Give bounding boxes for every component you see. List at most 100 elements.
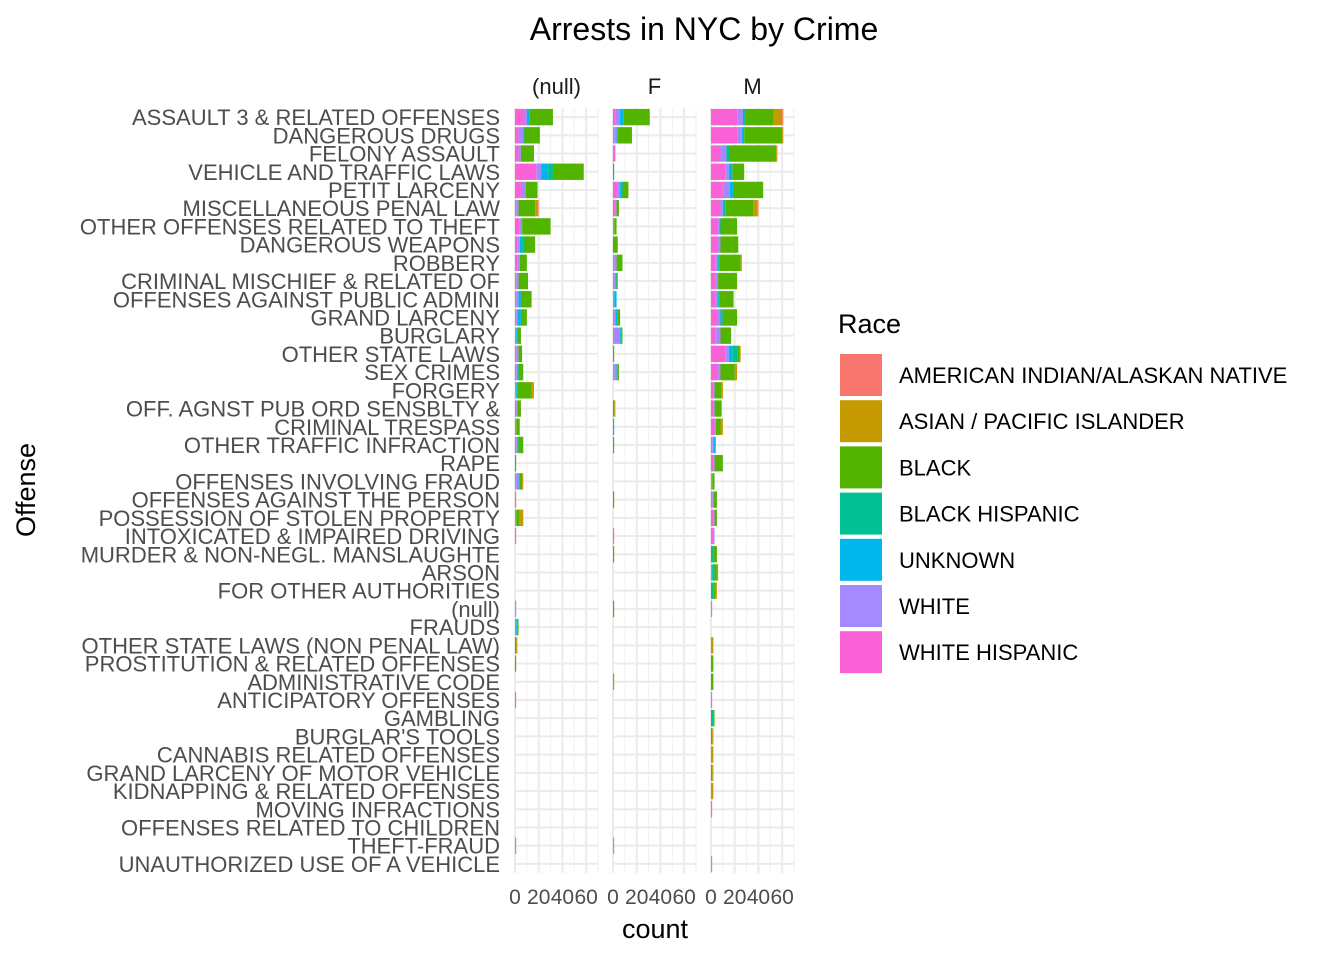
bar-segment [711,655,714,672]
offense-label: RAPE [440,451,500,476]
bar-segment [516,345,519,363]
offense-label: GRAND LARCENY [311,305,501,330]
bar-segment [613,236,618,253]
bar-segment [711,454,714,472]
facet-strip-label: F [648,74,661,99]
offense-label: CRIMINAL MISCHIEF & RELATED OF [121,269,500,294]
bar-segment [515,327,517,344]
bar-segment [711,327,716,344]
bar-segment [711,473,713,490]
bar-segment [711,746,714,763]
bar-segment [711,564,713,581]
bar-segment [516,382,518,399]
legend-label: WHITE HISPANIC [899,640,1078,665]
bar-segment [715,327,721,344]
bar-segment [524,127,540,144]
bar-segment [739,345,741,363]
bar-segment [620,108,624,126]
facet-panel: (null) 0 20 40 60 [509,74,599,909]
bar-segment [621,327,623,344]
offense-label: PETIT LARCENY [328,178,500,203]
bar-segment [718,254,720,272]
offense-label: CANNABIS RELATED OFFENSES [157,743,500,768]
bar-segment [613,418,615,435]
x-tick-label: 0 [607,886,619,909]
bar-segment [620,181,623,199]
bar-segment [613,127,615,144]
bar-segment [711,418,715,435]
bar-segment [515,691,517,709]
offense-label: ARSON [422,560,500,585]
bar-segment [726,145,730,162]
offense-label: MURDER & NON-NEGL. MANSLAUGHTE [81,542,500,567]
facet-strip-label: (null) [532,74,581,99]
bar-segment [711,728,713,745]
bar-segment [518,473,520,490]
bar-segment [718,272,738,290]
bar-segment [715,418,721,435]
x-tick-label: 40 [551,886,574,909]
bar-segment [719,218,721,235]
bar-segment [531,382,534,399]
bar-segment [519,236,523,253]
bar-segment [515,236,518,253]
bar-segment [720,145,727,162]
bar-segment [515,655,517,672]
bar-segment [711,855,713,873]
offense-label: OTHER TRAFFIC INFRACTION [184,433,500,458]
bar-segment [517,382,532,399]
legend-label: ASIAN / PACIFIC ISLANDER [899,409,1185,434]
bar-segment [711,436,713,454]
bar-segment [711,709,714,727]
bar-segment [713,546,717,563]
x-tick-label: 20 [527,886,550,909]
offense-label: OFFENSES RELATED TO CHILDREN [121,815,500,840]
bar-segment [516,473,519,490]
offense-label: OFFENSES INVOLVING FRAUD [175,469,500,494]
bar-segment [518,345,523,363]
bar-segment [524,236,536,253]
bar-segment [613,600,615,618]
bar-segment [714,382,722,399]
bar-segment [537,199,539,217]
bar-segment [518,291,521,308]
bar-segment [516,199,519,217]
legend-swatch [840,631,882,674]
bar-segment [515,837,517,854]
bar-segment [517,236,520,253]
bar-segment [711,491,713,508]
offense-label: ADMINISTRATIVE CODE [247,670,500,695]
bar-segment [613,527,615,545]
bar-segment [720,418,723,435]
bar-segment [713,709,715,727]
bar-segment [515,145,519,162]
offense-label: (null) [451,597,500,622]
offense-label: FORGERY [392,378,501,403]
bar-segment [719,254,741,272]
offense-label: CRIMINAL TRESPASS [274,415,500,440]
bar-segment [515,491,517,508]
bar-segment [722,309,738,326]
bar-segment [520,291,532,308]
bar-segment [522,218,551,235]
offense-label: FOR OTHER AUTHORITIES [218,579,500,604]
bar-segment [722,199,725,217]
bar-segment [614,363,617,381]
bar-segment [518,436,524,454]
bar-segment [522,473,524,490]
bar-segment [729,181,734,199]
bar-segment [613,108,616,126]
offense-label: OTHER STATE LAWS [282,342,500,367]
bar-segment [515,637,517,654]
bar-segment [712,491,714,508]
offense-label: GRAND LARCENY OF MOTOR VEHICLE [86,761,500,786]
bar-segment [515,473,517,490]
bar-segment [517,327,521,344]
offense-label: FRAUDS [410,615,500,640]
bar-segment [614,291,617,308]
bar-segment [719,291,734,308]
bar-segment [716,309,721,326]
offense-label: DANGEROUS DRUGS [273,123,500,148]
bar-segment [744,127,783,144]
